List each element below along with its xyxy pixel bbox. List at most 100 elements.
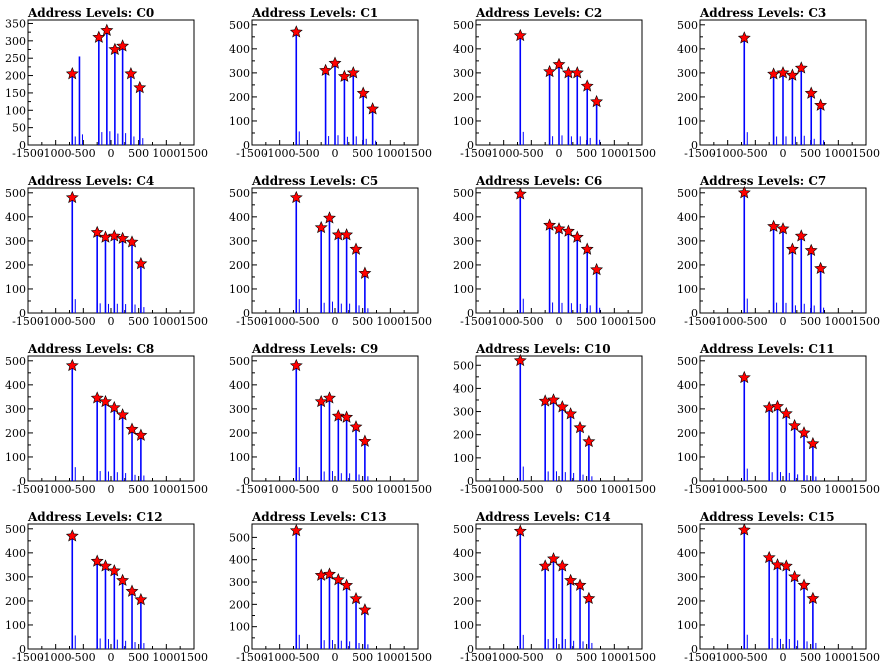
- y-tick-label: 200: [5, 595, 26, 608]
- peak-marker: [779, 406, 793, 420]
- y-tick-label: 200: [229, 91, 250, 104]
- peak-marker: [552, 57, 566, 70]
- x-tick-label: -500: [71, 483, 96, 496]
- x-tick-label: 1500: [852, 147, 880, 160]
- peak-marker: [804, 243, 818, 257]
- y-tick-label: 400: [677, 547, 698, 560]
- x-tick-label: 500: [800, 483, 821, 496]
- y-tick-label: 100: [453, 619, 474, 632]
- peak-marker: [776, 222, 790, 235]
- peak-marker: [289, 523, 303, 537]
- y-tick-label: 100: [677, 619, 698, 632]
- peak-marker: [289, 358, 303, 372]
- x-tick-label: -500: [295, 651, 320, 664]
- x-tick-label: 500: [800, 315, 821, 328]
- x-tick-label: 0: [556, 147, 563, 160]
- peak-marker: [331, 573, 345, 586]
- y-tick-label: 200: [5, 70, 26, 83]
- panel-2: Address Levels: C20100200300400500-1500-…: [453, 6, 656, 160]
- peak-marker: [116, 573, 130, 586]
- x-tick-label: 500: [352, 315, 373, 328]
- x-tick-label: 1500: [404, 483, 432, 496]
- peak-marker: [580, 79, 594, 92]
- x-tick-label: 1500: [180, 483, 208, 496]
- y-tick-label: 400: [453, 547, 474, 560]
- peak-marker: [582, 434, 596, 448]
- y-tick-label: 500: [229, 19, 250, 32]
- x-tick-label: -1500: [236, 147, 268, 160]
- x-tick-label: -1500: [460, 147, 492, 160]
- y-tick-label: 300: [677, 403, 698, 416]
- x-tick-label: -500: [743, 147, 768, 160]
- y-tick-label: 0: [19, 139, 26, 152]
- panel-15: Address Levels: C15 0 100 200 300 400 500 -1500…: [677, 510, 880, 664]
- y-tick-label: 400: [229, 554, 250, 567]
- x-tick-label: 500: [352, 483, 373, 496]
- panel-title: Address Levels: C0: [27, 6, 154, 20]
- peak-marker: [762, 550, 776, 564]
- y-tick-label: 200: [229, 427, 250, 440]
- peak-marker: [133, 80, 147, 94]
- x-tick-label: 500: [352, 147, 373, 160]
- peak-marker: [65, 358, 79, 372]
- peak-marker: [737, 523, 751, 536]
- x-tick-label: 0: [108, 147, 115, 160]
- panel-8: Address Levels: C80100200300400500-1500-…: [5, 342, 208, 496]
- panel-4: Address Levels: C40100200300400500-1500-…: [5, 174, 208, 328]
- y-tick-label: 500: [677, 523, 698, 536]
- y-tick-label: 0: [467, 643, 474, 656]
- y-tick-label: 400: [677, 379, 698, 392]
- x-tick-label: 1500: [180, 147, 208, 160]
- peak-marker: [590, 262, 604, 276]
- peak-marker: [289, 25, 303, 38]
- x-tick-label: 1500: [404, 315, 432, 328]
- y-tick-label: 0: [467, 475, 474, 488]
- y-tick-label: 300: [5, 571, 26, 584]
- peak-marker: [323, 567, 336, 580]
- y-tick-label: 200: [229, 259, 250, 272]
- peak-marker: [570, 66, 584, 79]
- x-tick-label: 500: [576, 651, 597, 664]
- plot-frame: [27, 19, 195, 146]
- y-tick-label: 400: [453, 43, 474, 56]
- peak-marker: [358, 603, 372, 616]
- panel-title: Address Levels: C3: [699, 6, 826, 20]
- x-tick-label: 0: [108, 651, 115, 664]
- x-tick-label: 1000: [824, 315, 852, 328]
- x-tick-label: -1000: [264, 147, 296, 160]
- peak-marker: [767, 219, 781, 232]
- peak-marker: [90, 554, 104, 567]
- panel-title: Address Levels: C14: [475, 510, 611, 524]
- x-tick-label: 0: [108, 483, 115, 496]
- panel-title: Address Levels: C10: [475, 342, 611, 356]
- panel-7: Address Levels: C70100200300400500-1500-…: [677, 174, 880, 328]
- x-tick-label: 500: [576, 147, 597, 160]
- peak-marker: [814, 98, 828, 111]
- peak-marker: [323, 391, 336, 404]
- y-tick-label: 300: [229, 576, 250, 589]
- peak-marker: [349, 592, 363, 605]
- x-tick-label: 1000: [376, 147, 404, 160]
- peak-marker: [107, 400, 121, 414]
- peak-marker: [124, 67, 138, 80]
- x-tick-label: -500: [295, 315, 320, 328]
- plot-frame: [699, 523, 867, 650]
- peak-marker: [513, 353, 527, 367]
- x-tick-label: 1500: [404, 651, 432, 664]
- y-tick-label: 200: [453, 91, 474, 104]
- x-tick-label: -500: [743, 315, 768, 328]
- x-tick-label: -500: [71, 147, 96, 160]
- y-tick-label: 100: [5, 283, 26, 296]
- peak-marker: [107, 564, 121, 577]
- peak-marker: [125, 584, 139, 597]
- y-tick-label: 300: [5, 403, 26, 416]
- panel-12: Address Levels: C12 0 100 200 300 400 500 -1500…: [5, 510, 208, 664]
- y-tick-label: 400: [229, 379, 250, 392]
- x-tick-label: -1500: [12, 315, 44, 328]
- y-tick-label: 0: [19, 307, 26, 320]
- y-tick-label: 500: [229, 187, 250, 200]
- peak-marker: [134, 592, 148, 606]
- panel-0: Address Levels: C0 0 50 100 150 200 250 300 350 -…: [5, 6, 208, 160]
- peak-marker: [90, 225, 104, 238]
